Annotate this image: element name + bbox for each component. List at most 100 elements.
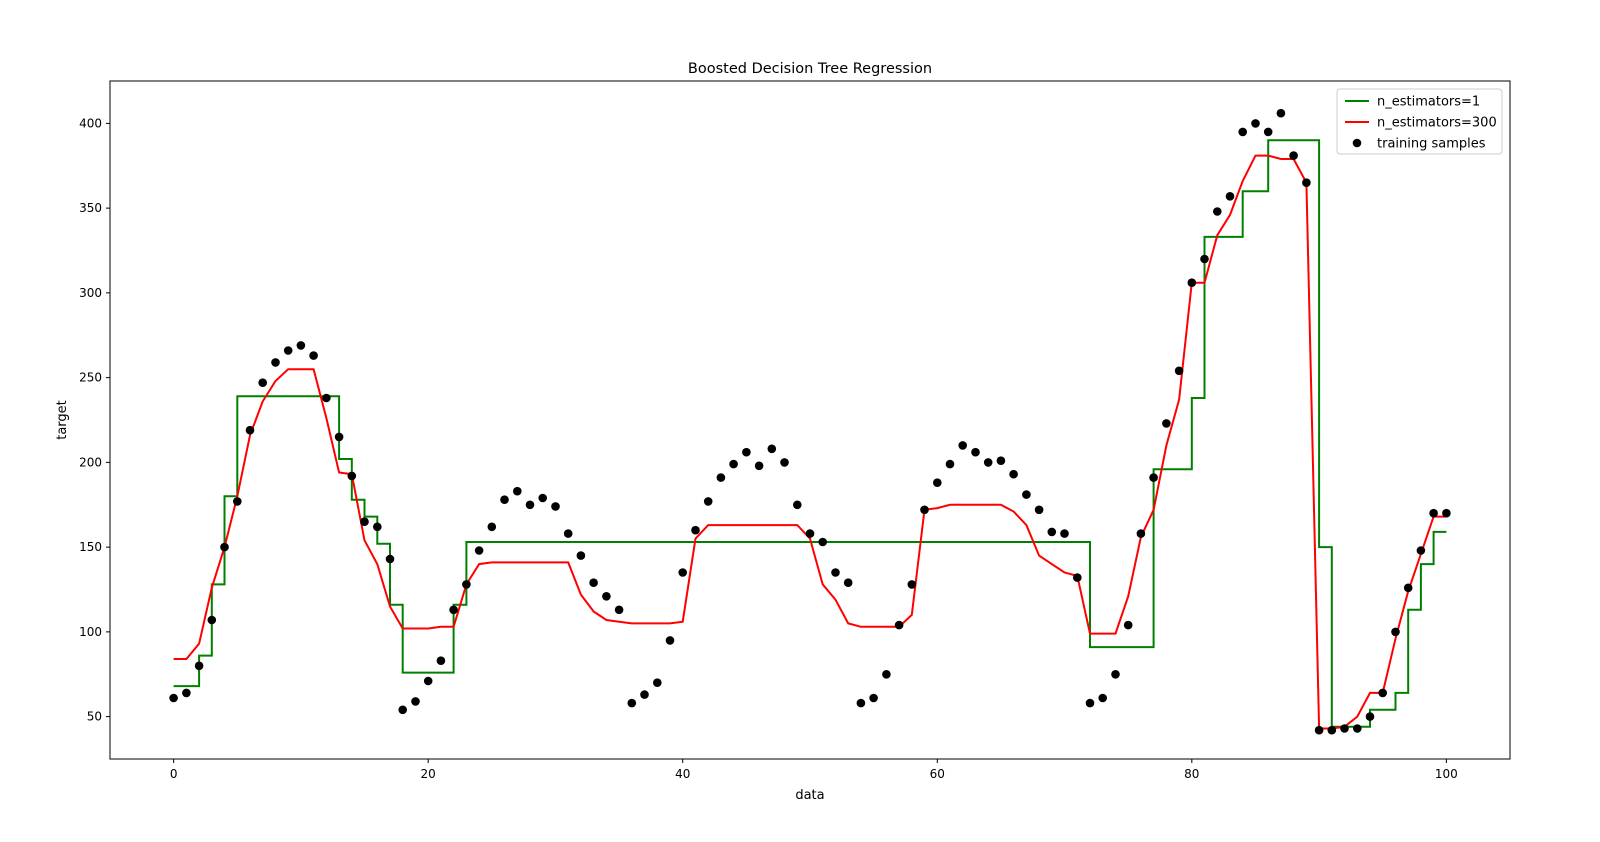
training-sample-point [309,351,318,360]
training-sample-point [589,578,598,587]
y-tick-label: 150 [79,540,102,554]
training-sample-point [1391,627,1400,637]
x-tick-label: 20 [421,767,436,781]
x-tick-label: 60 [930,767,945,781]
training-sample-point [1403,583,1413,593]
training-sample-point [933,478,942,488]
training-sample-point [1365,712,1375,721]
training-sample-point [894,620,904,630]
training-sample-point [640,690,649,699]
training-sample-point [423,676,433,686]
x-tick-label: 40 [675,767,690,781]
training-sample-point [907,580,917,589]
training-sample-point [869,693,878,703]
training-sample-point [449,605,458,615]
y-tick-label: 100 [79,625,102,639]
training-sample-point [1098,693,1107,703]
training-sample-point [793,500,802,510]
training-sample-point [360,517,369,526]
chart-title: Boosted Decision Tree Regression [688,61,932,77]
legend-swatch-2 [1352,138,1362,148]
training-sample-point [627,698,637,708]
training-sample-point [1442,508,1451,518]
legend-label-1: n_estimators=300 [1377,116,1497,131]
training-sample-point [716,473,726,482]
y-tick-label: 400 [79,116,102,130]
training-sample-point [1327,725,1337,735]
x-tick-label: 0 [170,767,178,781]
training-sample-point [843,578,853,587]
training-sample-point [1085,698,1095,708]
y-tick-label: 200 [79,455,102,469]
training-sample-point [614,605,624,615]
training-sample-point [347,471,357,481]
training-sample-point [462,580,471,589]
training-sample-point [983,458,993,467]
training-sample-point [971,447,980,457]
training-sample-point [1213,207,1222,216]
training-sample-point [334,432,344,442]
training-sample-point [1429,508,1438,518]
training-sample-point [678,568,687,577]
training-sample-point [551,502,560,511]
training-sample-point [945,459,955,469]
training-sample-point [194,661,204,671]
training-sample-point [1149,473,1158,482]
training-sample-point [1314,725,1324,735]
training-sample-point [920,505,929,515]
training-sample-point [563,529,573,538]
plot-frame [109,80,1511,760]
training-sample-point [1251,119,1260,128]
training-sample-point [1378,688,1387,698]
training-sample-point [1238,127,1247,137]
training-sample-point [576,551,586,560]
training-sample-point [1200,254,1209,264]
x-tick-label: 80 [1184,767,1199,781]
training-sample-point [1263,127,1273,137]
training-sample-point [703,497,713,506]
training-sample-point [513,486,522,496]
training-sample-point [182,688,191,698]
training-sample-point [602,592,611,601]
training-sample-point [1174,366,1184,376]
training-sample-point [653,678,662,687]
x-axis-label: data [795,788,824,803]
training-sample-point [411,697,420,706]
training-sample-point [767,444,777,454]
training-sample-point [385,554,395,564]
training-sample-point [169,693,178,703]
training-sample-point [1022,490,1031,499]
x-tick-label: 100 [1435,767,1458,781]
training-sample-point [1353,724,1362,733]
training-sample-point [538,493,547,503]
legend-label-2: training samples [1377,137,1486,152]
training-sample-point [780,458,789,467]
training-sample-point [1111,670,1120,679]
training-sample-point [1187,278,1197,288]
training-sample-point [1047,527,1057,537]
training-sample-point [487,522,497,532]
training-sample-point [322,393,331,403]
training-sample-point [1225,192,1235,201]
training-sample-point [742,447,751,457]
training-sample-point [474,546,484,555]
series-line-1 [173,154,1447,730]
training-sample-point [245,425,255,435]
y-axis-label: target [55,400,70,440]
training-sample-point [1009,469,1018,479]
training-sample-point [691,525,700,535]
training-sample-point [1162,419,1171,428]
training-sample-point [525,500,535,510]
training-sample-point [207,615,217,625]
training-sample-point [856,698,866,708]
training-sample-point [373,522,382,532]
y-tick-label: 300 [79,286,102,300]
training-sample-point [729,459,738,469]
training-sample-point [271,358,280,367]
training-sample-point [233,497,242,506]
training-sample-point [805,529,815,538]
y-tick-label: 50 [87,710,102,724]
training-sample-point [1123,620,1133,630]
